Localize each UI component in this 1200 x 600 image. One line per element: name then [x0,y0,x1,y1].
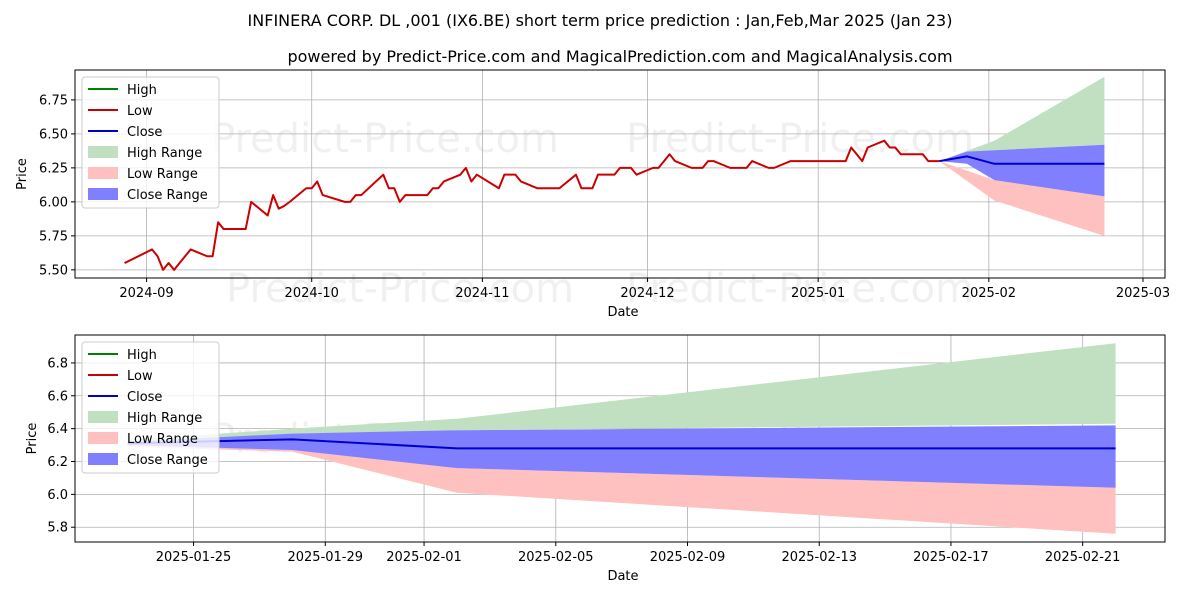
legend-label-high-range: High Range [127,411,202,426]
x-tick-label: 2025-02-05 [518,550,594,565]
series-close-line [939,155,1105,165]
watermark-text: Predict-Price.com [626,266,974,312]
legend-swatch-close-range [88,188,118,200]
y-tick-label: 6.0 [47,488,68,503]
plot-area [127,343,1116,534]
lower-chart-panel: Predict-Price.comPredict-Price.com2025-0… [25,334,1166,584]
band-low-range [127,443,1116,534]
x-tick-label: 2025-02-09 [650,550,726,565]
legend-swatch-low-range [88,167,118,179]
legend-label-close-range: Close Range [127,453,208,468]
x-tick-label: 2025-02 [962,286,1016,301]
legend-label-high: High [127,83,157,98]
y-tick-label: 5.50 [39,263,68,278]
upper-chart-panel: Predict-Price.com Predict-Price.com Predic… [15,69,1170,320]
series-low-line [124,139,940,271]
y-tick-label: 5.75 [39,229,68,244]
legend-label-low: Low [127,369,153,384]
legend-swatch-low-range [88,432,118,444]
legend-swatch-close-range [88,453,118,465]
band-high-range [939,76,1105,162]
y-tick-label: 6.25 [39,161,68,176]
band-high-range [127,343,1116,444]
y-tick-label: 5.8 [47,521,68,536]
plot-area [124,76,1105,271]
x-tick-label: 2025-03 [1116,286,1170,301]
band-close-range [939,144,1105,197]
x-tick-label: 2025-01 [791,286,845,301]
legend-label-close-range: Close Range [127,188,208,203]
y-tick-label: 6.2 [47,455,68,470]
x-tick-label: 2024-12 [620,286,674,301]
y-axis-label: Price [25,423,40,455]
legend-label-low-range: Low Range [127,167,198,182]
chart-subtitle: powered by Predict-Price.com and Magical… [287,47,952,66]
plot-frame [74,334,1166,543]
plot-frame [74,69,1166,279]
x-tick-label: 2025-02-21 [1045,550,1121,565]
x-tick-label: 2024-10 [285,286,339,301]
y-tick-label: 6.75 [39,93,68,108]
y-tick-label: 6.00 [39,195,68,210]
legend-label-close: Close [127,125,162,140]
y-tick-label: 6.4 [47,422,68,437]
legend-label-low: Low [127,104,153,119]
x-tick-label: 2024-09 [119,286,173,301]
x-tick-label: 2025-02-17 [913,550,989,565]
band-low-range [939,161,1105,236]
legend-label-low-range: Low Range [127,432,198,447]
x-axis-label: Date [607,305,638,320]
watermark-text: Predict-Price.com [226,266,574,312]
legend-swatch-high-range [88,146,118,158]
legend-label-high-range: High Range [127,146,202,161]
y-axis-label: Price [15,158,30,190]
x-tick-label: 2024-11 [455,286,509,301]
y-tick-label: 6.50 [39,127,68,142]
y-tick-label: 6.8 [47,356,68,371]
legend-label-close: Close [127,390,162,405]
x-tick-label: 2025-01-29 [287,550,363,565]
legend-swatch-high-range [88,411,118,423]
legend-label-high: High [127,348,157,363]
chart-title: INFINERA CORP. DL ,001 (IX6.BE) short te… [248,11,953,30]
watermark-text: Predict-Price.com [211,116,559,162]
x-tick-label: 2025-02-13 [781,550,857,565]
x-tick-label: 2025-01-25 [156,550,232,565]
x-axis-label: Date [607,569,638,584]
band-close-range [127,425,1116,488]
x-tick-label: 2025-02-01 [386,550,462,565]
y-tick-label: 6.6 [47,389,68,404]
